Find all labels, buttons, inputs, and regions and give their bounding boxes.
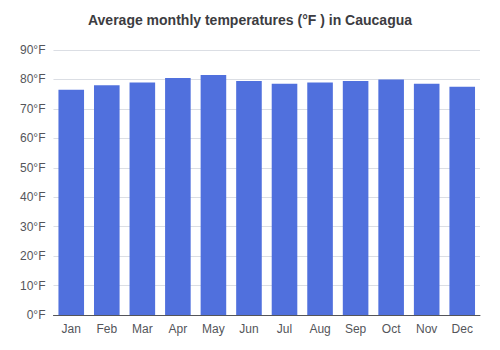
svg-text:Average monthly temperatures (: Average monthly temperatures (°F ) in Ca… xyxy=(88,12,412,28)
svg-text:Apr: Apr xyxy=(169,322,188,336)
svg-text:Jul: Jul xyxy=(277,322,292,336)
svg-text:Jun: Jun xyxy=(239,322,258,336)
svg-text:May: May xyxy=(202,322,225,336)
svg-text:80°F: 80°F xyxy=(20,72,45,86)
svg-text:Feb: Feb xyxy=(96,322,117,336)
svg-text:0°F: 0°F xyxy=(27,308,46,322)
svg-text:Jan: Jan xyxy=(62,322,81,336)
svg-text:90°F: 90°F xyxy=(20,43,45,57)
svg-text:10°F: 10°F xyxy=(20,279,45,293)
svg-text:Sep: Sep xyxy=(345,322,367,336)
svg-text:50°F: 50°F xyxy=(20,161,45,175)
svg-text:30°F: 30°F xyxy=(20,220,45,234)
svg-text:40°F: 40°F xyxy=(20,190,45,204)
svg-text:60°F: 60°F xyxy=(20,131,45,145)
svg-text:Mar: Mar xyxy=(132,322,153,336)
svg-text:Nov: Nov xyxy=(416,322,437,336)
svg-text:Aug: Aug xyxy=(309,322,330,336)
svg-text:Dec: Dec xyxy=(452,322,473,336)
svg-text:70°F: 70°F xyxy=(20,102,45,116)
svg-text:20°F: 20°F xyxy=(20,249,45,263)
svg-text:Oct: Oct xyxy=(382,322,401,336)
